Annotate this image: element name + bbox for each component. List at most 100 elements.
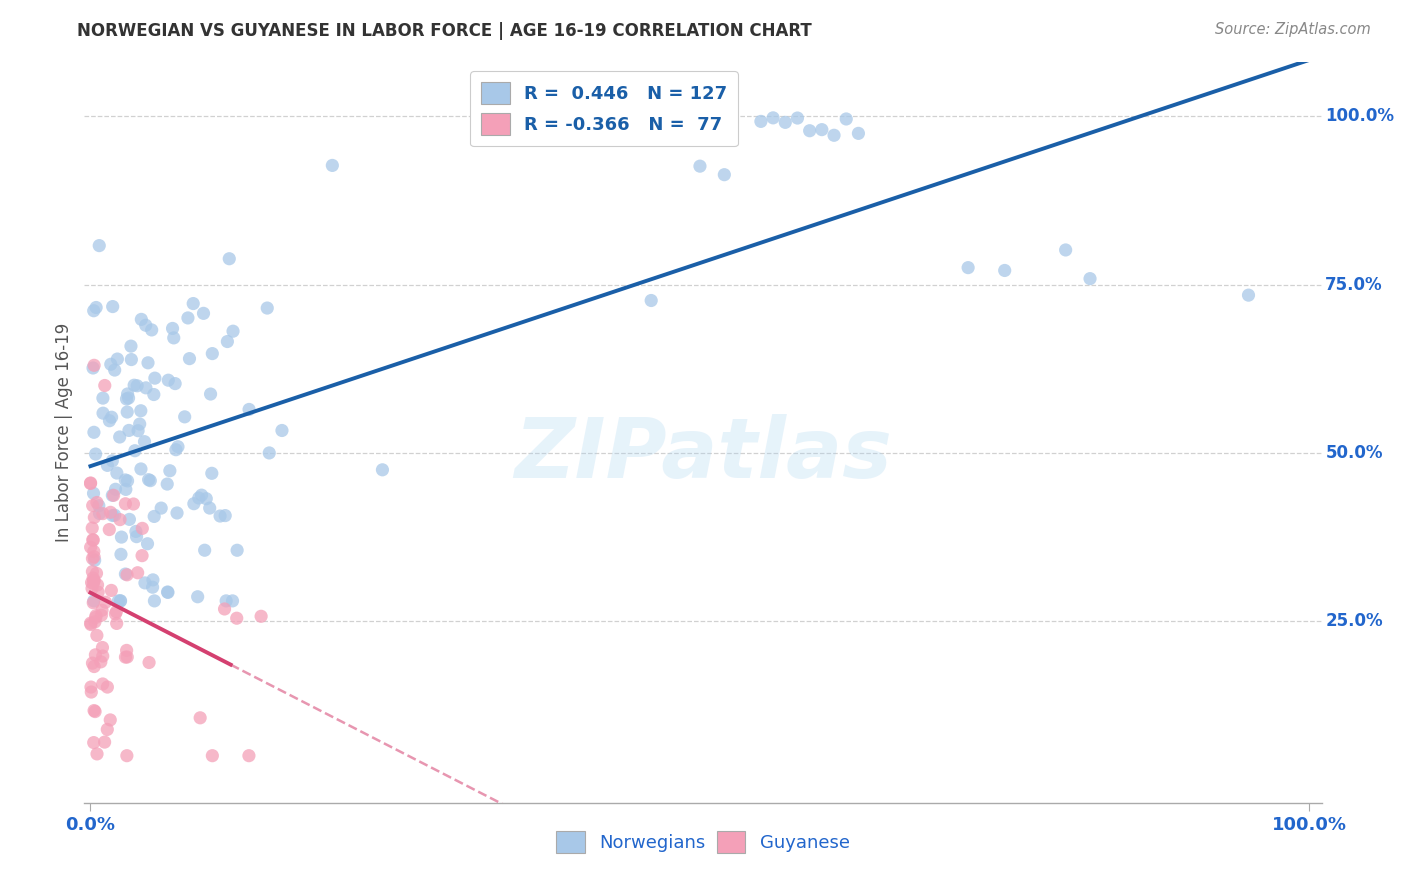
Point bbox=[82, 521, 104, 535]
Point bbox=[142, 580, 165, 594]
Point bbox=[91, 640, 114, 655]
Point bbox=[957, 260, 980, 275]
Point bbox=[93, 735, 115, 749]
Point bbox=[101, 488, 124, 502]
Point bbox=[165, 442, 187, 457]
Point bbox=[89, 507, 111, 521]
Point bbox=[82, 656, 104, 670]
Point bbox=[110, 547, 132, 561]
Point bbox=[257, 446, 280, 460]
Point bbox=[136, 537, 159, 551]
Point bbox=[225, 611, 247, 625]
Point bbox=[689, 159, 711, 173]
Point bbox=[250, 609, 273, 624]
Point bbox=[143, 371, 166, 385]
Point bbox=[143, 594, 166, 608]
Point bbox=[187, 590, 209, 604]
Point bbox=[139, 474, 162, 488]
Point bbox=[128, 417, 150, 431]
Point bbox=[321, 158, 343, 172]
Point bbox=[198, 501, 221, 516]
Point bbox=[135, 318, 157, 333]
Point bbox=[115, 748, 138, 763]
Point bbox=[122, 378, 145, 392]
Point bbox=[114, 567, 136, 582]
Point bbox=[83, 659, 105, 673]
Point bbox=[84, 615, 107, 629]
Point bbox=[115, 650, 138, 665]
Point bbox=[117, 391, 139, 405]
Point bbox=[114, 497, 136, 511]
Point bbox=[84, 608, 107, 623]
Point bbox=[165, 376, 187, 391]
Point bbox=[100, 583, 122, 598]
Point bbox=[749, 114, 772, 128]
Point bbox=[82, 571, 104, 585]
Point bbox=[115, 405, 138, 419]
Text: 25.0%: 25.0% bbox=[1326, 612, 1384, 630]
Point bbox=[371, 463, 394, 477]
Point bbox=[82, 499, 104, 513]
Point bbox=[103, 488, 125, 502]
Point bbox=[86, 566, 108, 581]
Point bbox=[83, 303, 105, 318]
Point bbox=[80, 582, 103, 596]
Point bbox=[117, 387, 139, 401]
Point bbox=[177, 310, 200, 325]
Point bbox=[775, 115, 797, 129]
Point bbox=[82, 361, 104, 376]
Point bbox=[98, 713, 121, 727]
Point bbox=[91, 677, 114, 691]
Point bbox=[105, 605, 128, 619]
Point bbox=[156, 477, 179, 491]
Point bbox=[217, 334, 239, 349]
Point bbox=[82, 533, 104, 547]
Point bbox=[129, 462, 152, 476]
Point bbox=[201, 467, 224, 481]
Point bbox=[96, 458, 118, 473]
Point bbox=[811, 122, 834, 136]
Point bbox=[104, 483, 127, 497]
Point bbox=[82, 551, 104, 566]
Point bbox=[83, 574, 105, 588]
Y-axis label: In Labor Force | Age 16-19: In Labor Force | Age 16-19 bbox=[55, 323, 73, 542]
Point bbox=[83, 553, 105, 567]
Point bbox=[142, 573, 165, 587]
Point bbox=[214, 508, 236, 523]
Point bbox=[183, 497, 205, 511]
Point bbox=[82, 596, 104, 610]
Point bbox=[190, 488, 212, 502]
Point bbox=[215, 594, 238, 608]
Text: 100.0%: 100.0% bbox=[1326, 107, 1395, 125]
Point bbox=[181, 296, 204, 310]
Point bbox=[823, 128, 845, 143]
Point bbox=[134, 575, 156, 590]
Point bbox=[125, 530, 148, 544]
Point bbox=[138, 473, 160, 487]
Point bbox=[101, 454, 124, 468]
Point bbox=[114, 650, 136, 665]
Point bbox=[120, 352, 142, 367]
Point bbox=[143, 509, 166, 524]
Point bbox=[195, 491, 218, 506]
Point bbox=[163, 331, 186, 345]
Point bbox=[83, 544, 105, 558]
Point bbox=[84, 447, 107, 461]
Point bbox=[89, 238, 111, 252]
Point bbox=[187, 491, 209, 505]
Point bbox=[86, 747, 108, 761]
Point bbox=[141, 323, 163, 337]
Point bbox=[83, 425, 105, 440]
Point bbox=[100, 505, 122, 519]
Point bbox=[96, 723, 118, 737]
Point bbox=[114, 483, 136, 497]
Point bbox=[835, 112, 858, 126]
Point bbox=[86, 578, 108, 592]
Point bbox=[201, 748, 224, 763]
Point bbox=[108, 430, 131, 444]
Point bbox=[80, 685, 103, 699]
Point bbox=[125, 524, 148, 539]
Point bbox=[131, 549, 153, 563]
Point bbox=[209, 509, 232, 524]
Point bbox=[115, 392, 138, 406]
